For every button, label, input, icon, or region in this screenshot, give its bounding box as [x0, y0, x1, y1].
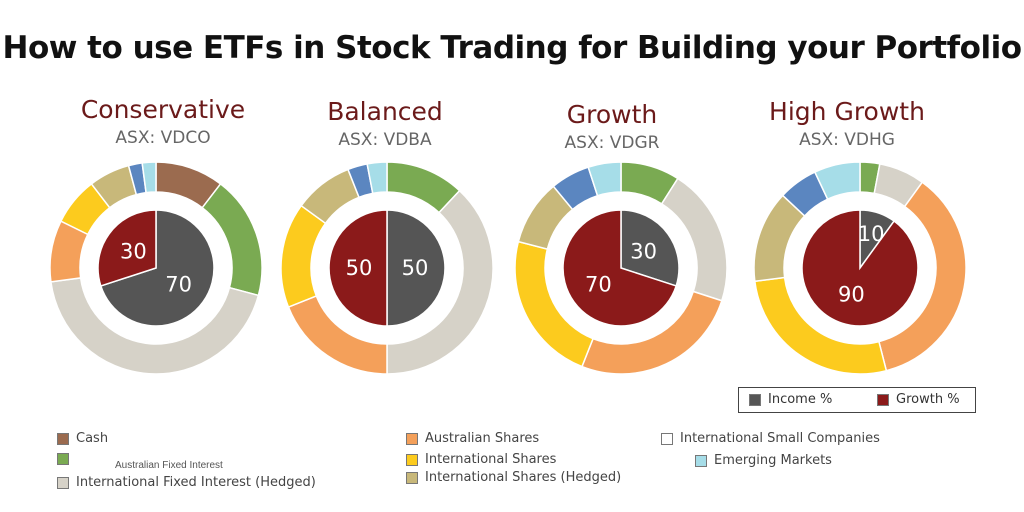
donut-chart-growth: 30 70: [514, 161, 728, 375]
pie-slice-growth: [97, 209, 157, 287]
international-shares-hedged-swatch: [406, 471, 418, 484]
pie-slice-income-label: 30: [630, 240, 657, 264]
intl-fixed-interest-hedged-swatch: [57, 476, 69, 489]
pie-slice-income-label: 50: [402, 256, 429, 280]
legend-label: International Fixed Interest (Hedged): [76, 475, 316, 490]
pie-slice-growth-label: 50: [346, 256, 373, 280]
legend-label: Emerging Markets: [714, 453, 832, 468]
legend-label: International Shares (Hedged): [425, 470, 622, 485]
chart-ticker-balanced: ASX: VDBA: [338, 130, 432, 150]
legend-item-income: Income %: [749, 392, 832, 407]
ring-segment-international-fixed-interest-hedged: [50, 277, 260, 375]
legend-item-growth: Growth %: [877, 392, 960, 407]
chart-ticker-growth: ASX: VDGR: [564, 133, 660, 153]
legend-label: Cash: [76, 431, 109, 446]
chart-title-conservative: Conservative: [80, 95, 246, 124]
international-small-companies-swatch: [661, 432, 673, 445]
legend-item-intl-fixed-interest-hedged: International Fixed Interest (Hedged): [57, 475, 316, 490]
chart-title-balanced: Balanced: [327, 97, 443, 126]
legend-label: International Small Companies: [680, 431, 880, 446]
pie-slice-growth-label: 70: [585, 272, 612, 296]
growth-swatch: [877, 393, 889, 406]
cash-swatch: [57, 432, 69, 445]
pie-slice-income: [99, 209, 215, 327]
income-swatch: [749, 393, 761, 406]
ring-segment-emerging-markets: [366, 161, 388, 195]
legend-label: International Shares: [425, 452, 557, 467]
pie-slice-growth-label: 30: [120, 240, 147, 264]
pie-slice-growth: [328, 209, 388, 327]
legend-item-australian-fixed-interest: [57, 453, 76, 465]
ring-segment-emerging-markets: [813, 161, 861, 201]
legend-item-international-small-companies: International Small Companies: [661, 431, 880, 446]
ring-segment-international-fixed-interest-hedged: [386, 189, 494, 375]
chart-title-high-growth: High Growth: [769, 97, 925, 126]
legend-label-growth: Growth %: [896, 392, 960, 407]
chart-ticker-conservative: ASX: VDCO: [115, 128, 211, 148]
legend-item-emerging-markets: Emerging Markets: [695, 453, 832, 468]
australian-shares-swatch: [406, 432, 418, 445]
pie-slice-income-label: 70: [165, 272, 192, 296]
legend-label-income: Income %: [768, 392, 833, 407]
floating-label-australian-fixed-interest: Australian Fixed Interest: [115, 460, 223, 471]
ring-segment-emerging-markets: [587, 161, 622, 197]
page-title: How to use ETFs in Stock Trading for Bui…: [2, 30, 1023, 66]
pie-slice-growth: [801, 209, 919, 327]
emerging-markets-swatch: [695, 454, 707, 467]
pie-slice-growth: [562, 209, 678, 327]
ring-segment-emerging-markets: [141, 161, 157, 194]
donut-chart-high-growth: 10 90: [753, 161, 967, 375]
legend-label: Australian Shares: [425, 431, 540, 446]
chart-ticker-high-growth: ASX: VDHG: [799, 130, 895, 150]
legend-item-australian-shares: Australian Shares: [406, 431, 539, 446]
pie-slice-income-label: 10: [858, 222, 885, 246]
legend-item-international-shares: International Shares: [406, 452, 556, 467]
pie-slice-income: [620, 209, 680, 287]
legend-item-international-shares-hedged: International Shares (Hedged): [406, 470, 621, 485]
donut-chart-balanced: 50 50: [280, 161, 494, 375]
pie-slice-growth-label: 90: [838, 283, 865, 307]
pie-slice-income: [386, 209, 446, 327]
donut-chart-conservative: 70 30: [49, 161, 263, 375]
inner-legend: Income % Growth %: [738, 387, 976, 413]
legend-item-cash: Cash: [57, 431, 108, 446]
international-shares-swatch: [406, 453, 418, 466]
chart-title-growth: Growth: [566, 100, 658, 129]
australian-fixed-interest-swatch: [57, 453, 69, 465]
